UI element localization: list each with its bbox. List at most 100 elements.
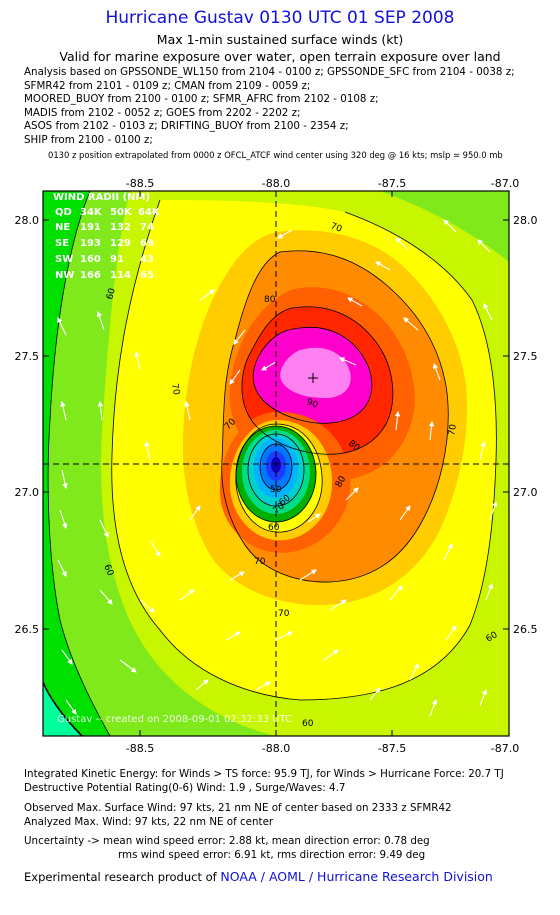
wind-arrow — [261, 361, 277, 371]
analysis-line: MADIS from 2102 - 0052 z; GOES from 2202… — [24, 106, 301, 119]
contour-label: 70 — [447, 423, 459, 436]
wind-arrow — [144, 440, 151, 461]
axis-labels: -88.5 -88.0 -87.5 -87.0 -88.5 -88.0 -87.… — [15, 177, 538, 755]
wind-arrow — [61, 469, 68, 490]
contour-label: 90 — [305, 397, 319, 410]
analysis-line: Analysis based on GPSSONDE_WL150 from 21… — [24, 66, 515, 78]
wind-arrow — [199, 289, 215, 301]
analysis-line: ASOS from 2102 - 0103 z; DRIFTING_BUOY f… — [24, 120, 349, 133]
lon-tick-label: -87.0 — [491, 742, 519, 755]
contour-label: 70 — [329, 221, 343, 234]
lat-tick-label: 27.5 — [15, 350, 40, 363]
wind-arrow — [409, 663, 419, 681]
wind-arrow — [97, 400, 104, 421]
wind-arrow — [275, 631, 293, 641]
wind-arrow — [443, 219, 457, 233]
wind-radii-row: SW 160 91 43 — [55, 254, 154, 265]
wind-arrow — [99, 589, 113, 605]
lat-tick-label: 27.5 — [513, 350, 538, 363]
subtitle-winds: Max 1-min sustained surface winds (kt) — [156, 32, 404, 47]
wind-arrow — [485, 582, 494, 601]
lat-tick-label: 26.5 — [15, 623, 40, 636]
wind-radii-row: SE 193 129 69 — [55, 238, 154, 249]
credit-line: Experimental research product of NOAA / … — [24, 870, 493, 885]
band-97 — [280, 347, 351, 398]
credit-prefix: Experimental research product of — [24, 870, 221, 884]
lat-tick-label: 26.5 — [513, 623, 538, 636]
analysis-line: MOORED_BUOY from 2100 - 0100 z; SFMR_AFR… — [24, 93, 379, 106]
wind-arrow — [255, 681, 271, 691]
wind-arrow — [443, 543, 453, 561]
contour-label: 70 — [169, 383, 181, 396]
contour-label: 60 — [268, 523, 280, 533]
wind-arrow — [299, 569, 317, 581]
lat-tick-label: 27.0 — [513, 486, 538, 499]
wind-arrow — [57, 559, 67, 577]
wind-arrow — [347, 297, 363, 307]
wind-arrow — [394, 410, 401, 431]
lon-tick-label: -87.0 — [491, 177, 519, 190]
wind-arrow — [432, 362, 441, 381]
wind-arrow — [57, 317, 67, 336]
wind-arrow — [184, 400, 191, 421]
wind-arrow — [59, 509, 68, 530]
wind-arrow — [119, 659, 137, 673]
wind-radii-table: WIND RADII (NM) QD 34K 50K 64K NE 191 132 74 S… — [53, 192, 161, 281]
wind-arrow — [479, 688, 488, 707]
lon-tick-label: -87.5 — [378, 742, 406, 755]
wind-arrow — [229, 571, 245, 581]
wind-arrow — [375, 261, 391, 271]
wind-arrow — [345, 487, 359, 501]
max-wind-block: Observed Max. Surface Wind: 97 kts, 21 n… — [24, 802, 452, 829]
analyzed-max-wind: Analyzed Max. Wind: 97 kts, 22 nm NE of … — [24, 815, 274, 828]
wind-field-map: 60 60 60 60 70 70 70 70 70 70 80 80 80 9… — [15, 177, 538, 755]
contour-label: 60 — [105, 287, 118, 301]
wind-arrow — [61, 649, 73, 665]
wind-arrow — [329, 599, 347, 611]
position-note: 0130 z position extrapolated from 0000 z… — [48, 150, 503, 160]
wind-radii-header: QD 34K 50K 64K — [55, 207, 161, 218]
lon-tick-label: -88.5 — [126, 742, 154, 755]
wind-arrow — [307, 513, 321, 523]
dpr-text: Destructive Potential Rating(0-6) Wind: … — [24, 781, 346, 794]
wind-arrow — [229, 369, 241, 385]
energy-block: Integrated Kinetic Energy: for Winds > T… — [24, 768, 504, 795]
contour-label: 80 — [264, 295, 276, 305]
grid-lines — [43, 191, 509, 736]
wind-arrow — [428, 420, 435, 441]
lat-tick-label: 28.0 — [513, 214, 538, 227]
wind-arrow — [65, 699, 77, 715]
observed-max-wind: Observed Max. Surface Wind: 97 kts, 21 n… — [24, 802, 452, 814]
analysis-sources: Analysis based on GPSSONDE_WL150 from 21… — [24, 66, 515, 148]
contour-label: 60 — [302, 719, 314, 729]
wind-arrow — [369, 687, 381, 701]
lat-tick-label: 28.0 — [15, 214, 40, 227]
lon-tick-label: -88.5 — [126, 177, 154, 190]
contour-label: 70 — [278, 609, 290, 619]
watermark: Gustav -- created on 2008-09-01 02:32:33… — [57, 714, 292, 725]
lon-tick-label: -87.5 — [378, 177, 406, 190]
analysis-line: SHIP from 2100 - 0100 z; — [24, 133, 153, 146]
wind-radii-row: NE 191 132 74 — [55, 222, 154, 233]
wind-arrow — [139, 599, 155, 613]
analysis-line: SFMR42 from 2101 - 0109 z; CMAN from 210… — [24, 79, 311, 92]
wind-arrow — [195, 679, 209, 691]
wind-arrow — [134, 350, 141, 371]
subtitle-exposure: Valid for marine exposure over water, op… — [59, 49, 501, 64]
wind-arrow — [225, 631, 241, 641]
contour-labels: 60 60 60 60 70 70 70 70 70 70 80 80 80 9… — [101, 221, 499, 729]
lon-tick-label: -88.0 — [262, 742, 290, 755]
contour-label: 60 — [101, 563, 115, 578]
wind-arrow — [479, 440, 486, 461]
wind-arrow — [277, 229, 293, 239]
contour-label: 70 — [254, 557, 266, 567]
wind-arrow — [483, 303, 493, 321]
wind-arrow — [395, 237, 409, 251]
wind-arrow — [149, 539, 161, 557]
ike-text: Integrated Kinetic Energy: for Winds > T… — [24, 768, 504, 780]
hrd-link[interactable]: NOAA / AOML / Hurricane Research Divisio… — [220, 869, 493, 884]
page-title: Hurricane Gustav 0130 UTC 01 SEP 2008 — [105, 8, 455, 28]
wind-arrow — [99, 519, 109, 538]
wind-radii-row: NW 166 114 65 — [55, 270, 154, 281]
wind-radii-title: WIND RADII (NM) — [53, 192, 150, 203]
